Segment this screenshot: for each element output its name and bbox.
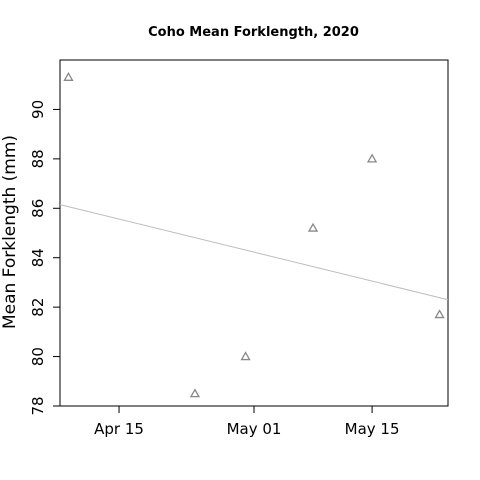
chart-title: Coho Mean Forklength, 2020 — [148, 25, 359, 40]
data-point-2 — [240, 351, 251, 361]
data-point-1 — [189, 388, 201, 398]
plot-area-frame — [59, 59, 449, 407]
y-tick-label-5: 88 — [29, 149, 47, 168]
data-point-0 — [63, 71, 74, 81]
y-tick-label-2: 82 — [29, 298, 47, 317]
y-tick-label-3: 84 — [29, 248, 47, 267]
x-axis: Apr 15 May 01 May 15 — [94, 406, 400, 438]
data-point-3 — [307, 222, 319, 232]
x-tick-label-1: May 01 — [227, 420, 282, 438]
y-axis: 78 80 82 84 86 88 90 — [29, 100, 60, 416]
x-tick-label-0: Apr 15 — [94, 420, 144, 438]
y-tick-label-0: 78 — [29, 396, 47, 415]
y-axis-label: Mean Forklength (mm) — [0, 135, 20, 329]
y-tick-label-1: 80 — [29, 347, 47, 366]
data-points-layer — [63, 71, 445, 398]
y-tick-label-4: 86 — [29, 199, 47, 218]
trendline-layer — [59, 204, 449, 301]
data-point-4 — [366, 153, 378, 163]
x-tick-label-2: May 15 — [345, 420, 400, 438]
y-tick-label-6: 90 — [29, 100, 47, 119]
data-point-5 — [434, 309, 445, 319]
trend-line — [59, 204, 449, 301]
